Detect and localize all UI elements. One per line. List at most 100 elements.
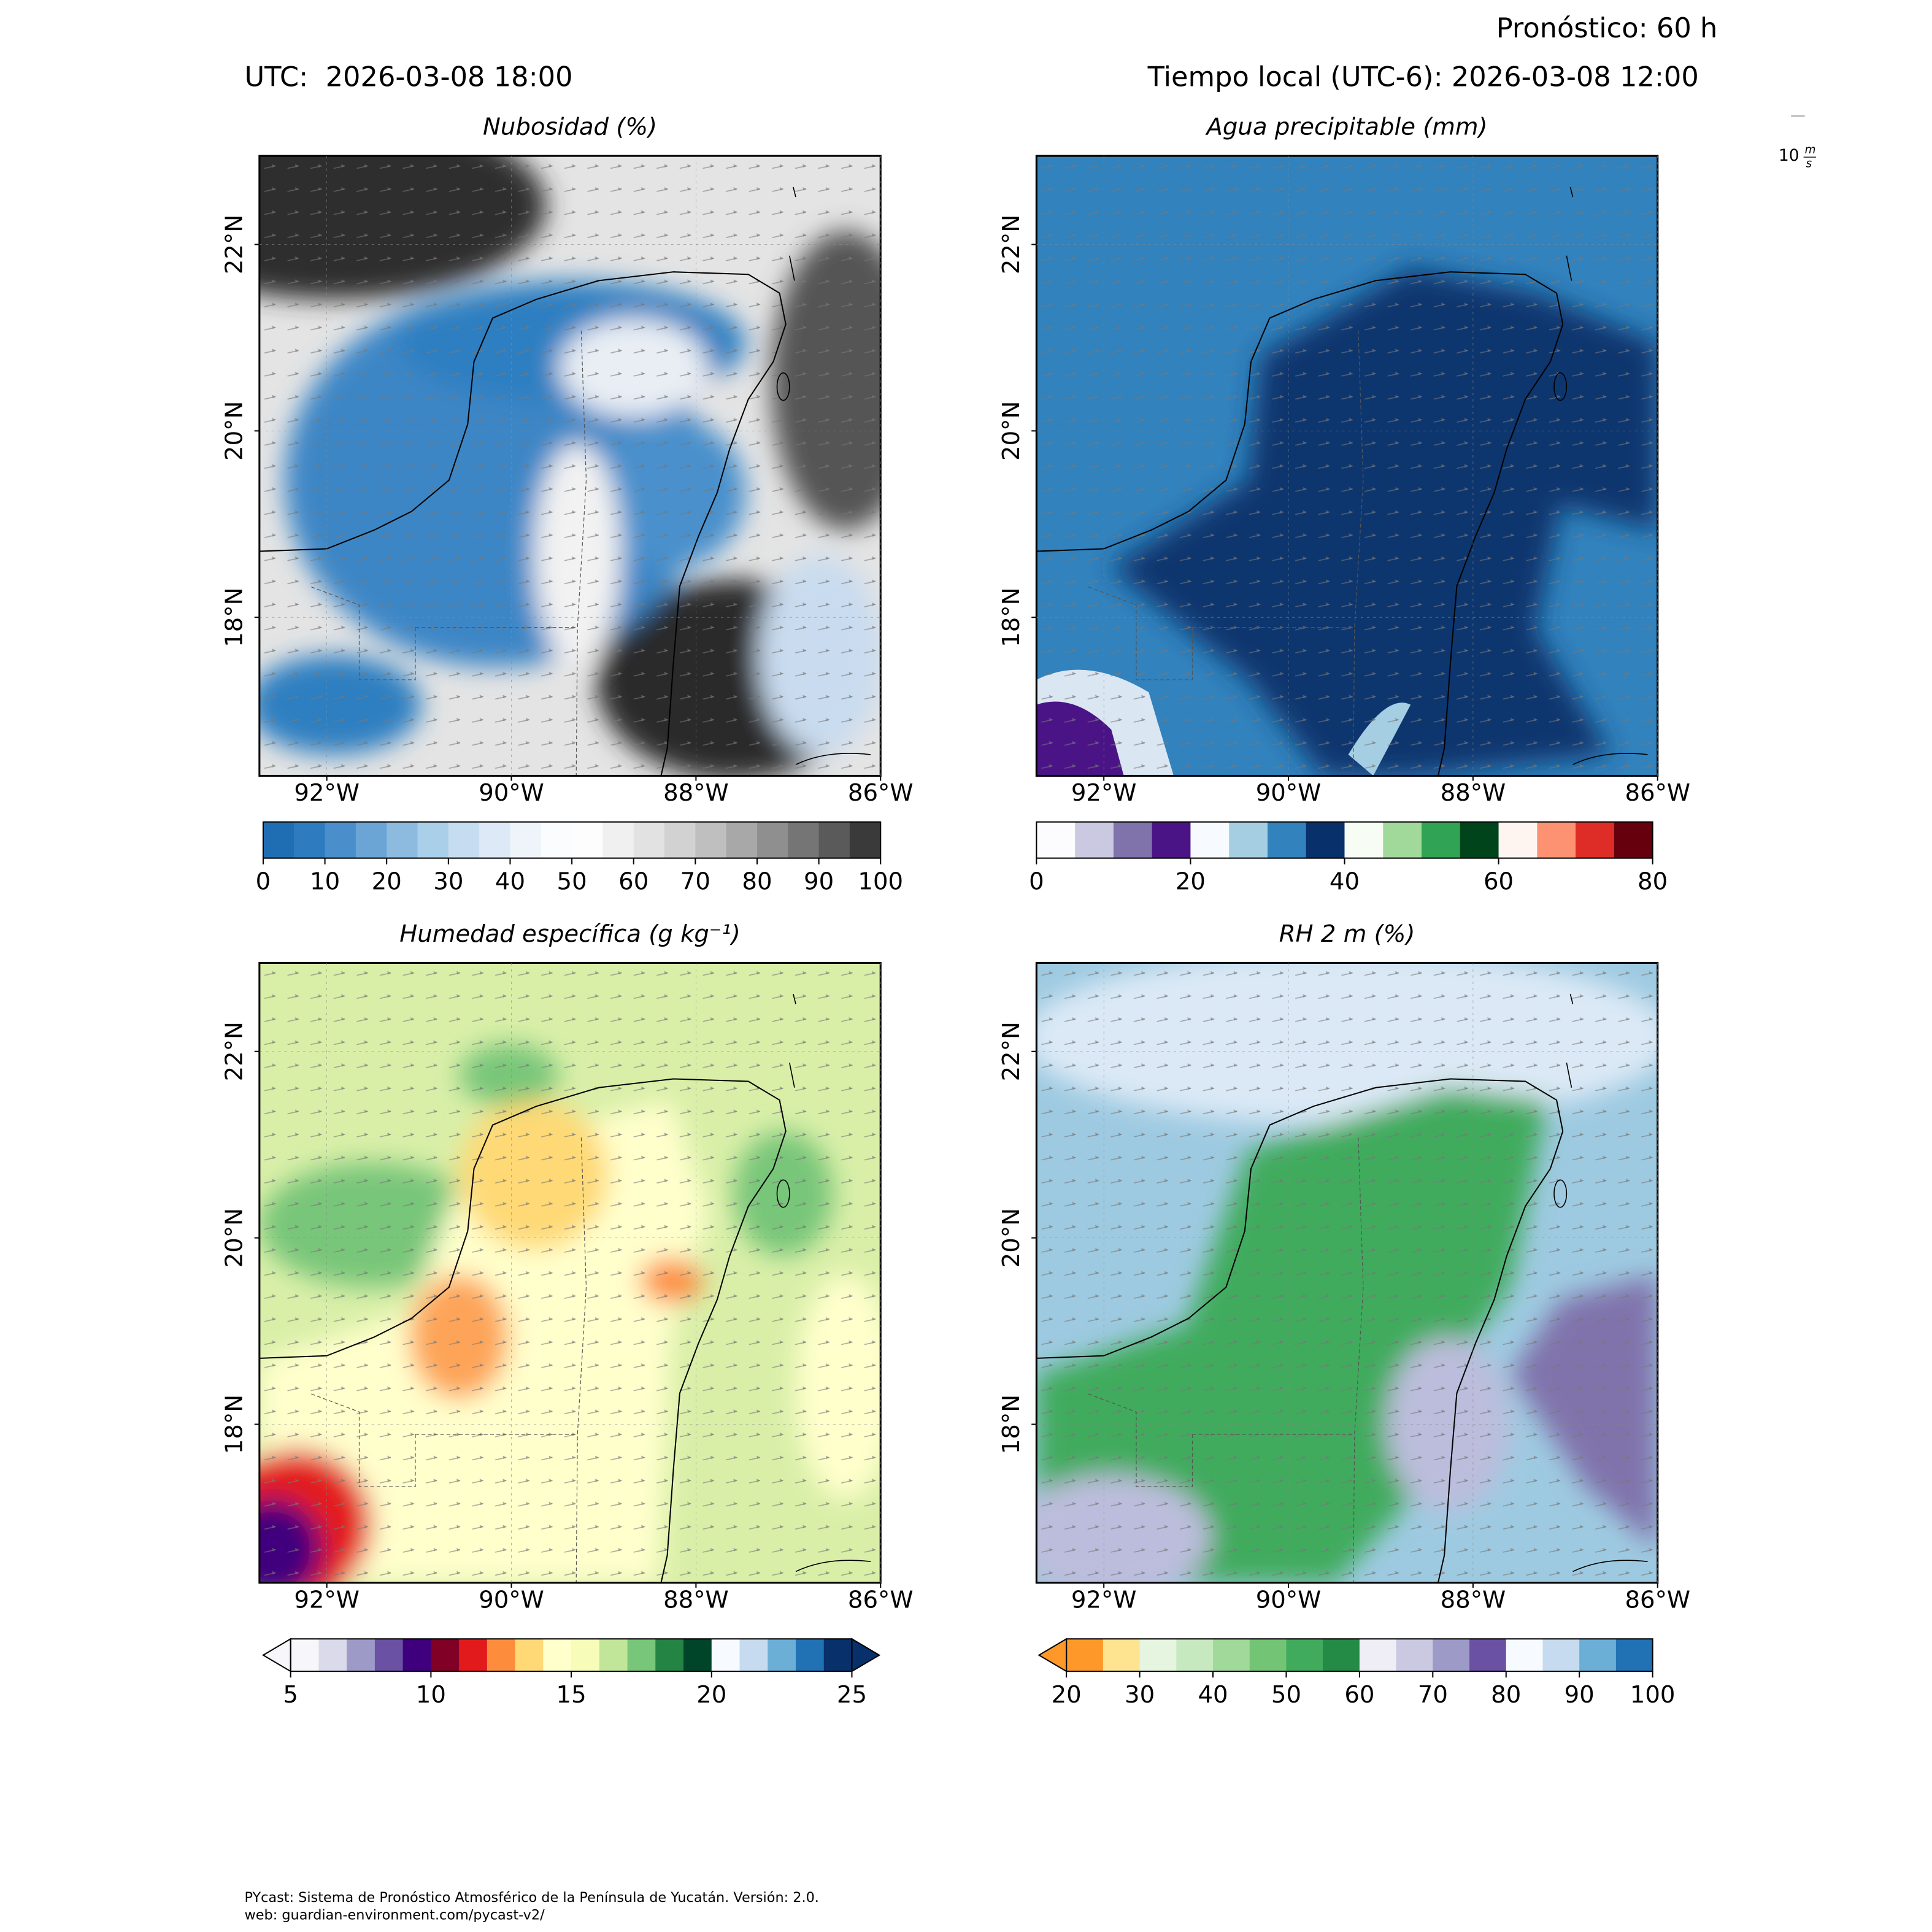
colorbar-segment bbox=[479, 822, 511, 858]
y-tick-label: 22°N bbox=[220, 1022, 248, 1081]
footer-line: PYcast: Sistema de Pronóstico Atmosféric… bbox=[244, 1890, 818, 1906]
x-tick-label: 92°W bbox=[1071, 779, 1137, 807]
colorbar-segment bbox=[1433, 1639, 1470, 1672]
panel-title: Agua precipitable (mm) bbox=[1205, 114, 1488, 141]
y-tick-label: 22°N bbox=[220, 215, 248, 274]
colorbar-tick-label: 10 bbox=[416, 1681, 446, 1709]
colorbar-segment bbox=[1615, 1639, 1653, 1672]
colorbar-segment bbox=[739, 1639, 769, 1672]
x-tick-label: 86°W bbox=[848, 1586, 914, 1614]
colorbar-segment bbox=[571, 1639, 600, 1672]
colorbar-segment bbox=[796, 1639, 825, 1672]
colorbar-segment bbox=[633, 822, 665, 858]
wind-key: 10 m s bbox=[1779, 115, 1816, 170]
colorbar-segment bbox=[417, 822, 449, 858]
colorbar-segment bbox=[695, 822, 727, 858]
x-tick-label: 88°W bbox=[663, 1586, 729, 1614]
y-tick-label: 18°N bbox=[220, 588, 248, 647]
panel-title: Humedad específica (g kg⁻¹) bbox=[399, 920, 741, 948]
y-tick-label: 18°N bbox=[998, 588, 1025, 647]
colorbar-segment bbox=[541, 822, 572, 858]
colorbar-segment bbox=[325, 822, 356, 858]
x-tick-label: 88°W bbox=[1441, 1586, 1506, 1614]
map-frame bbox=[258, 961, 882, 1584]
colorbar-tick-label: 40 bbox=[495, 868, 525, 895]
map-frame bbox=[1035, 155, 1659, 777]
colorbar-segment bbox=[1460, 822, 1499, 858]
colorbar-tick-label: 0 bbox=[1029, 868, 1044, 895]
colorbar-segment bbox=[1103, 1639, 1141, 1672]
colorbar-segment bbox=[1249, 1639, 1287, 1672]
x-tick-label: 90°W bbox=[1256, 1586, 1322, 1614]
colorbar-tick-label: 40 bbox=[1198, 1681, 1228, 1709]
map-field bbox=[259, 963, 881, 1583]
colorbar-segment bbox=[1579, 1639, 1617, 1672]
colorbar-segment bbox=[1576, 822, 1615, 858]
y-tick-label: 20°N bbox=[998, 1208, 1025, 1268]
colorbar-segment bbox=[1614, 822, 1653, 858]
colorbar-tick-label: 0 bbox=[256, 868, 271, 895]
colorbar-segment bbox=[756, 822, 789, 858]
x-tick-label: 90°W bbox=[1256, 779, 1322, 807]
colorbar-segment bbox=[627, 1639, 656, 1672]
map-field bbox=[1036, 156, 1658, 776]
colorbar-tick-label: 15 bbox=[556, 1681, 587, 1709]
colorbar-segment bbox=[448, 822, 480, 858]
colorbar-tick-label: 60 bbox=[618, 868, 648, 895]
colorbar-segment bbox=[263, 822, 295, 858]
x-tick-label: 88°W bbox=[1441, 779, 1506, 807]
colorbar-tick-label: 20 bbox=[1176, 868, 1206, 895]
colorbar-extension bbox=[1037, 1638, 1068, 1672]
x-tick-label: 92°W bbox=[294, 779, 360, 807]
colorbar-segment bbox=[318, 1639, 347, 1672]
colorbar-segment bbox=[1286, 1639, 1323, 1672]
colorbar-segment bbox=[1229, 822, 1268, 858]
colorbar-tick-label: 5 bbox=[283, 1681, 298, 1709]
colorbar-tick-label: 20 bbox=[1052, 1681, 1082, 1709]
wind-key-value: 10 bbox=[1779, 146, 1799, 165]
panel-title: Nubosidad (%) bbox=[483, 114, 657, 141]
colorbar-tick-label: 90 bbox=[804, 868, 834, 895]
utc-label: UTC: 2026-03-08 18:00 bbox=[244, 60, 572, 93]
y-tick-label: 22°N bbox=[998, 1022, 1025, 1081]
colorbar-segment bbox=[711, 1639, 741, 1672]
colorbar-segment bbox=[387, 822, 418, 858]
colorbar-segment bbox=[572, 822, 604, 858]
colorbar-extension bbox=[261, 1638, 291, 1672]
colorbar-segment bbox=[1176, 1639, 1214, 1672]
colorbar-segment bbox=[823, 1639, 853, 1672]
colorbar-segment bbox=[1075, 822, 1114, 858]
x-tick-label: 92°W bbox=[1071, 1586, 1137, 1614]
colorbar-segment bbox=[664, 822, 696, 858]
wind-key-unit: s bbox=[1806, 157, 1812, 170]
colorbar-segment bbox=[1359, 1639, 1397, 1672]
colorbar-segment bbox=[1036, 822, 1076, 858]
y-tick-label: 20°N bbox=[220, 1208, 248, 1268]
colorbar-segment bbox=[1139, 1639, 1177, 1672]
colorbar-segment bbox=[683, 1639, 712, 1672]
y-tick-label: 20°N bbox=[220, 401, 248, 461]
x-tick-label: 90°W bbox=[479, 779, 544, 807]
y-tick-label: 20°N bbox=[998, 401, 1025, 461]
colorbar-tick-label: 10 bbox=[310, 868, 340, 895]
colorbar-segment bbox=[1113, 822, 1153, 858]
colorbar-segment bbox=[294, 822, 326, 858]
footer-line: web: guardian-environment.com/pycast-v2/ bbox=[244, 1907, 545, 1923]
map-field bbox=[259, 156, 881, 776]
map-field bbox=[1036, 963, 1658, 1583]
colorbar-segment bbox=[599, 1639, 628, 1672]
colorbar-segment bbox=[1066, 1639, 1104, 1672]
x-tick-label: 92°W bbox=[294, 1586, 360, 1614]
colorbar-segment bbox=[1542, 1639, 1580, 1672]
colorbar-segment bbox=[1422, 822, 1461, 858]
x-tick-label: 88°W bbox=[663, 779, 729, 807]
colorbar-tick-label: 90 bbox=[1564, 1681, 1595, 1709]
colorbar-segment bbox=[1213, 1639, 1250, 1672]
colorbar-extension bbox=[851, 1638, 881, 1672]
forecast-label: Pronóstico: 60 h bbox=[1496, 12, 1718, 44]
colorbar-segment bbox=[726, 822, 758, 858]
colorbar-tick-label: 60 bbox=[1484, 868, 1514, 895]
colorbar-segment bbox=[655, 1639, 684, 1672]
x-tick-label: 86°W bbox=[1625, 1586, 1690, 1614]
